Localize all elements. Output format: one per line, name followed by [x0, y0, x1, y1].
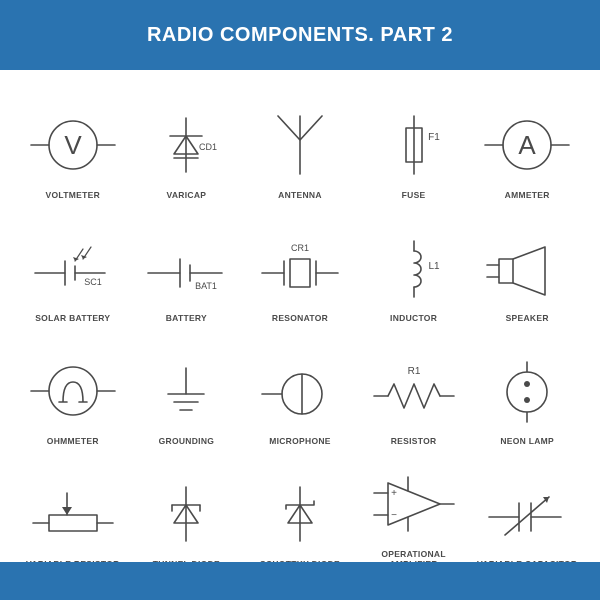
svg-text:V: V	[64, 130, 82, 160]
inductor-icon: L1	[364, 229, 464, 307]
component-label: MICROPHONE	[269, 436, 331, 446]
resistor-icon: R1	[364, 352, 464, 430]
content-area: V VOLTMETER CD1 VARICAP ANTENNA F1 FUSE …	[0, 70, 600, 589]
component-label: RESONATOR	[272, 313, 328, 323]
component-cell-solar-battery: SC1 SOLAR BATTERY	[20, 218, 126, 323]
fuse-icon: F1	[364, 106, 464, 184]
component-label: OHMMETER	[47, 436, 99, 446]
component-label: VARICAP	[167, 190, 207, 200]
svg-text:A: A	[519, 130, 537, 160]
component-cell-variable-resistor: VARIABLE RESISTOR	[20, 464, 126, 569]
antenna-icon	[250, 106, 350, 184]
component-cell-ohmmeter: OHMMETER	[20, 341, 126, 446]
svg-text:SC1: SC1	[84, 277, 102, 287]
component-label: ANTENNA	[278, 190, 322, 200]
component-label: FUSE	[402, 190, 426, 200]
neon-lamp-icon	[477, 352, 577, 430]
svg-text:+: +	[391, 488, 397, 499]
svg-text:CD1: CD1	[199, 142, 217, 152]
component-cell-speaker: SPEAKER	[474, 218, 580, 323]
component-cell-battery: BAT1 BATTERY	[134, 218, 240, 323]
component-label: INDUCTOR	[390, 313, 437, 323]
operational-amplifier-icon: +−	[364, 465, 464, 543]
component-label: BATTERY	[166, 313, 207, 323]
component-cell-grounding: GROUNDING	[134, 341, 240, 446]
component-label: SOLAR BATTERY	[35, 313, 110, 323]
svg-text:L1: L1	[428, 261, 440, 272]
component-label: NEON LAMP	[500, 436, 554, 446]
variable-capacitor-icon	[477, 475, 577, 553]
variable-resistor-icon	[23, 475, 123, 553]
component-cell-fuse: F1 FUSE	[361, 95, 467, 200]
solar-battery-icon: SC1	[23, 229, 123, 307]
component-label: RESISTOR	[391, 436, 437, 446]
ammeter-icon: A	[477, 106, 577, 184]
battery-icon: BAT1	[136, 229, 236, 307]
component-cell-schottky-diode: SCHOTTKY DIODE	[247, 464, 353, 569]
tunnel-diode-icon	[136, 475, 236, 553]
resonator-icon: CR1	[250, 229, 350, 307]
component-cell-neon-lamp: NEON LAMP	[474, 341, 580, 446]
component-cell-resonator: CR1 RESONATOR	[247, 218, 353, 323]
schottky-diode-icon	[250, 475, 350, 553]
speaker-icon	[477, 229, 577, 307]
svg-text:CR1: CR1	[291, 243, 309, 253]
component-cell-antenna: ANTENNA	[247, 95, 353, 200]
varicap-icon: CD1	[136, 106, 236, 184]
svg-text:F1: F1	[428, 132, 440, 143]
svg-text:R1: R1	[407, 366, 420, 377]
grounding-icon	[136, 352, 236, 430]
component-label: SPEAKER	[506, 313, 549, 323]
component-cell-inductor: L1 INDUCTOR	[361, 218, 467, 323]
svg-text:BAT1: BAT1	[195, 281, 217, 291]
component-cell-varicap: CD1 VARICAP	[134, 95, 240, 200]
component-cell-variable-capacitor: VARIABLE CAPACITOR	[474, 464, 580, 569]
footer-bar	[0, 562, 600, 600]
component-cell-voltmeter: V VOLTMETER	[20, 95, 126, 200]
component-cell-resistor: R1 RESISTOR	[361, 341, 467, 446]
component-cell-operational-amplifier: +− OPERATIONAL AMPLIFIER	[361, 464, 467, 569]
component-label: VOLTMETER	[46, 190, 100, 200]
component-cell-microphone: MICROPHONE	[247, 341, 353, 446]
microphone-icon	[250, 352, 350, 430]
component-label: AMMETER	[505, 190, 550, 200]
component-label: GROUNDING	[159, 436, 215, 446]
header-title: RADIO COMPONENTS. PART 2	[147, 24, 453, 47]
voltmeter-icon: V	[23, 106, 123, 184]
component-grid: V VOLTMETER CD1 VARICAP ANTENNA F1 FUSE …	[20, 95, 580, 569]
svg-text:−: −	[391, 510, 397, 521]
component-cell-tunnel-diode: TUNNEL DIODE	[134, 464, 240, 569]
header-bar: RADIO COMPONENTS. PART 2	[0, 0, 600, 70]
component-cell-ammeter: A AMMETER	[474, 95, 580, 200]
ohmmeter-icon	[23, 352, 123, 430]
